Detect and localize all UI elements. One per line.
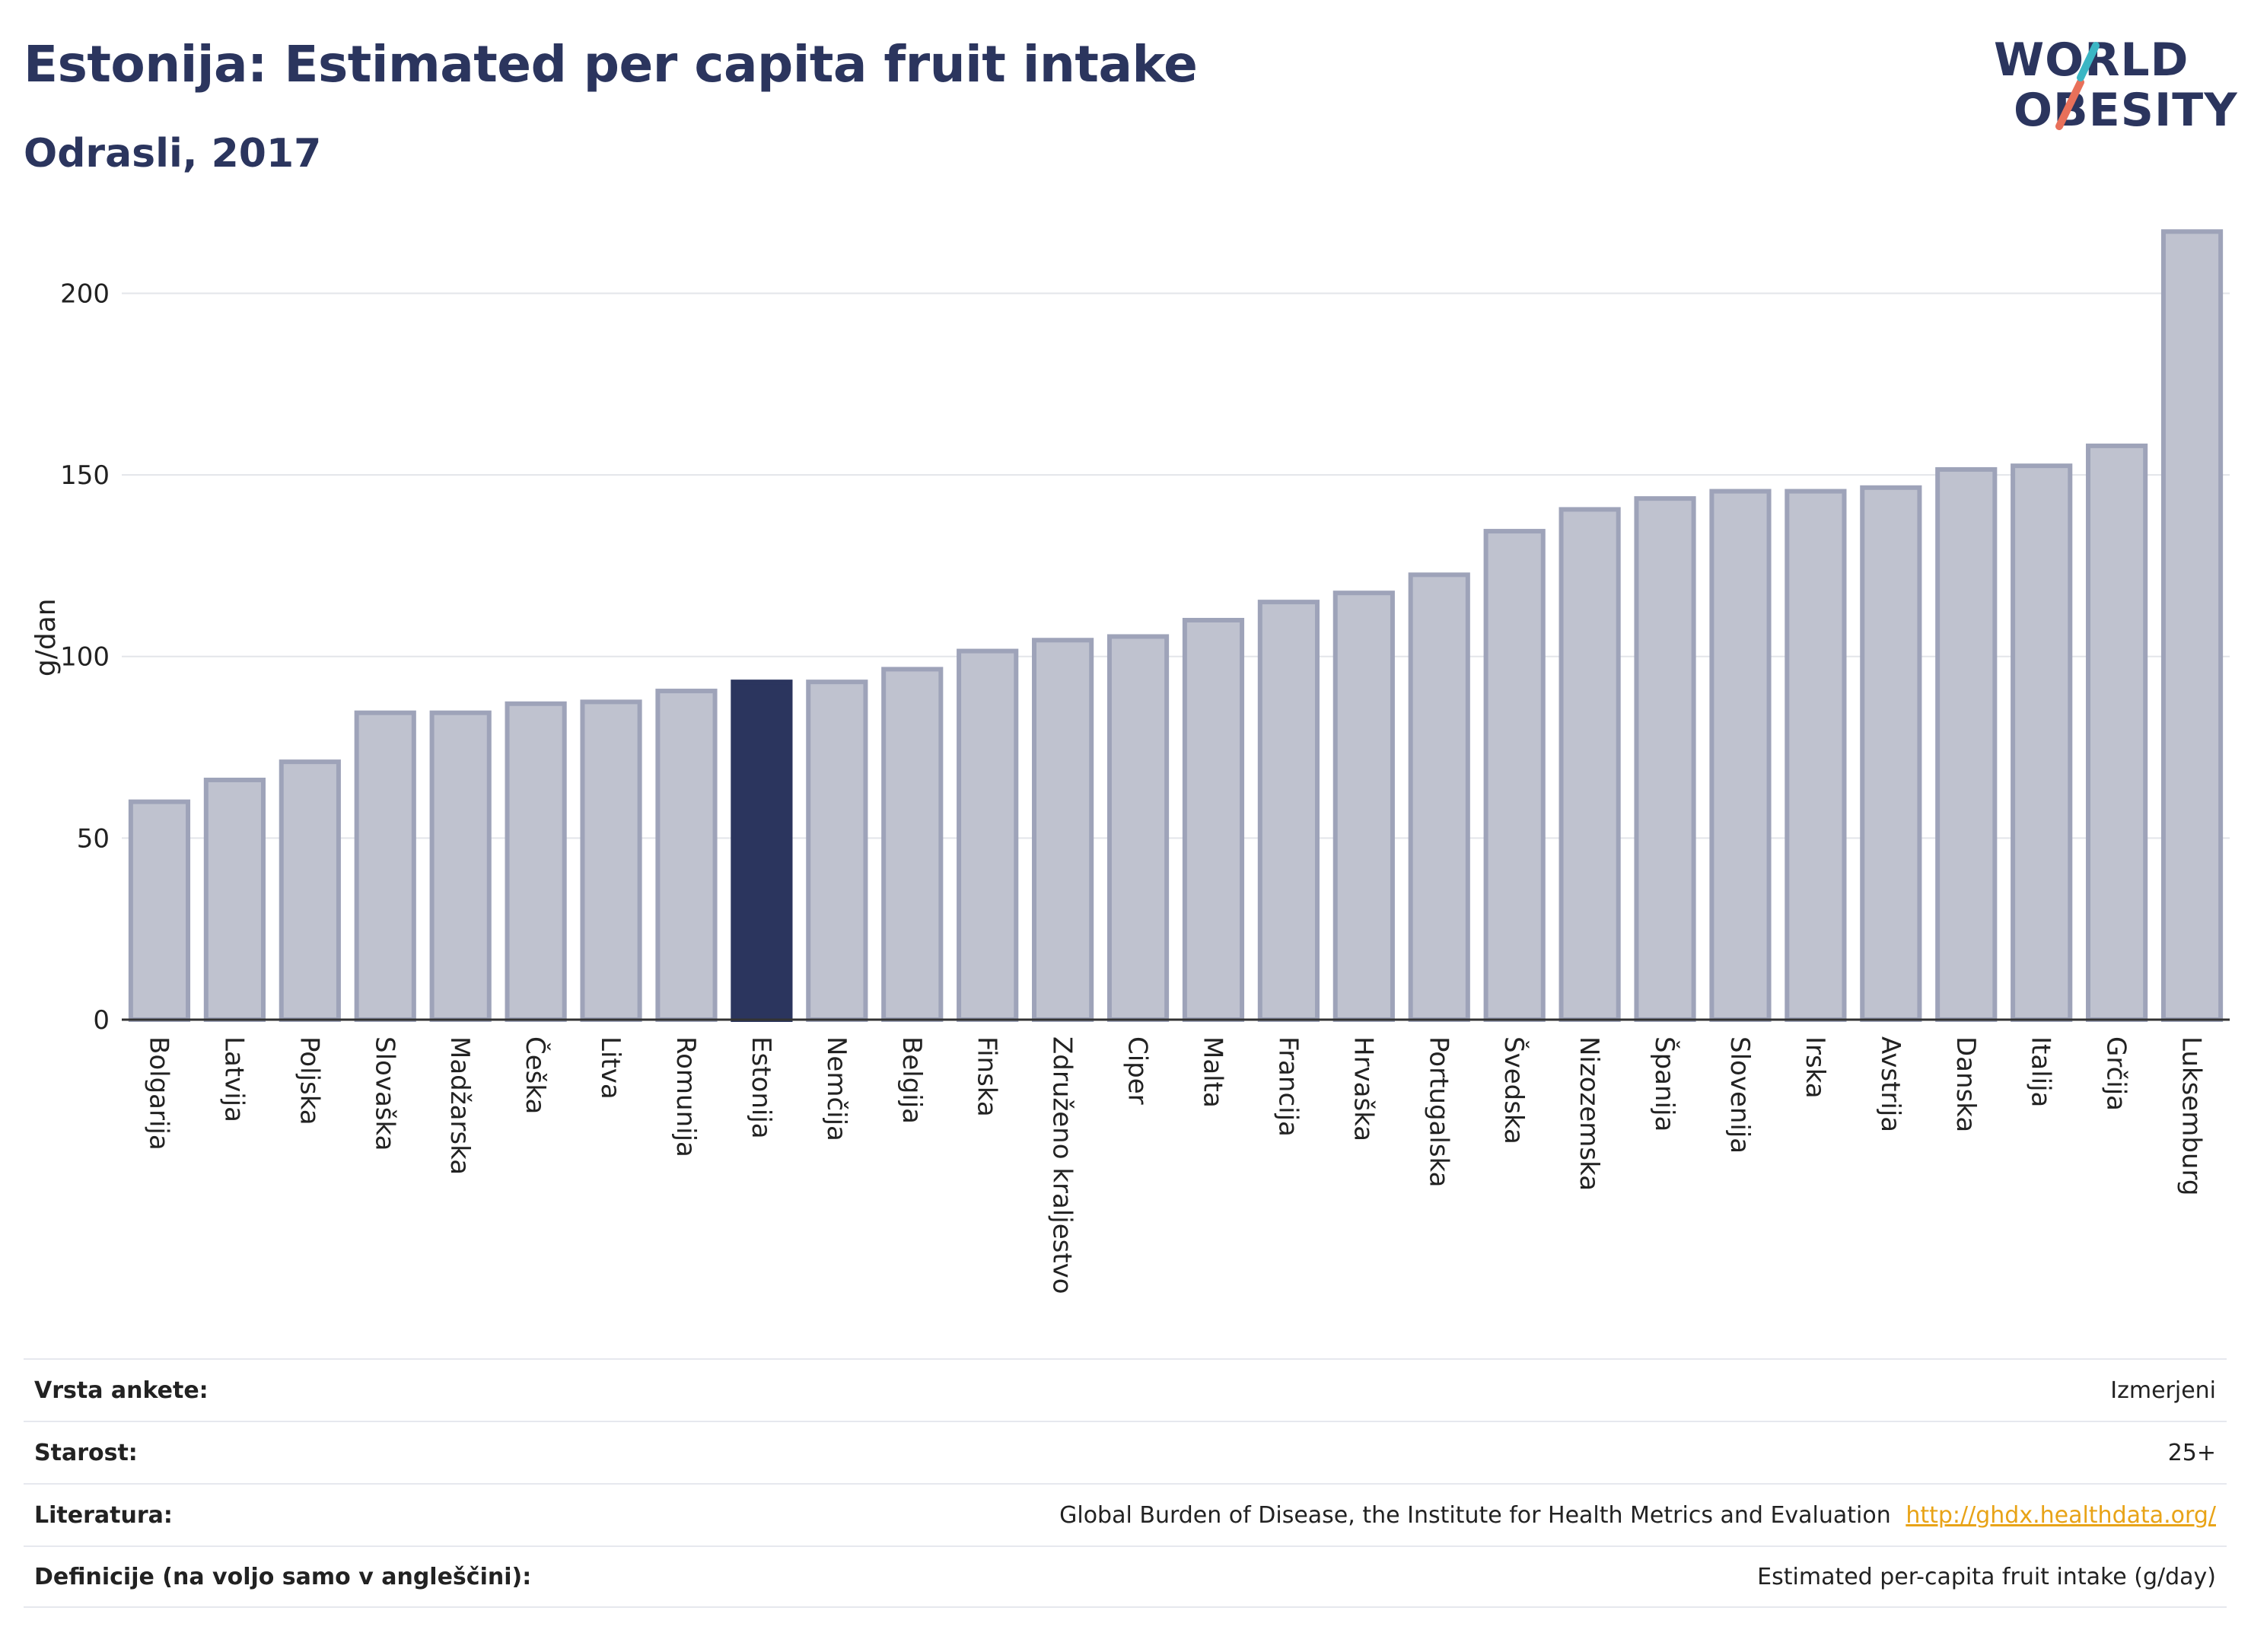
bar-malta: [1182, 618, 1245, 1022]
x-tick-label: Irska: [1800, 1036, 1830, 1099]
info-key: Starost:: [34, 1439, 138, 1466]
x-tick-label: Grčija: [2101, 1036, 2132, 1111]
bar-chart: 0 50 100 150 200 g/dan Bolgarija Latvija Poljska…: [30, 229, 2230, 1294]
x-tick-label: Estonija: [746, 1036, 776, 1139]
bar-grčija: [2086, 443, 2148, 1022]
x-tick-label: Združeno kraljestvo: [1047, 1036, 1078, 1294]
x-tick-label: Češka: [520, 1036, 551, 1114]
x-tick-label: Litva: [595, 1036, 626, 1100]
bar-avstrija: [1860, 485, 1922, 1022]
bar-finska: [957, 648, 1019, 1022]
x-tick-label: Finska: [972, 1036, 1002, 1117]
bar-latvija: [203, 778, 266, 1022]
info-value: Global Burden of Disease, the Institute …: [1059, 1501, 1891, 1529]
bar-nemčija: [806, 680, 868, 1022]
x-tick-label: Danska: [1950, 1036, 1981, 1132]
bar-madžarska: [429, 710, 492, 1022]
bar-poljska: [279, 759, 341, 1022]
info-row-definitions: Definicije (na voljo samo v angleščini):…: [24, 1545, 2227, 1608]
bar-estonija: [731, 680, 793, 1022]
x-tick-label: Avstrija: [1875, 1036, 1906, 1132]
bar-hrvaška: [1332, 590, 1395, 1022]
x-tick-label: Malta: [1197, 1036, 1227, 1108]
bar-ciper: [1106, 634, 1170, 1023]
bar-italija: [2011, 463, 2073, 1022]
x-tick-label: Portugalska: [1423, 1036, 1453, 1187]
x-tick-label: Italija: [2026, 1036, 2056, 1107]
x-tick-label: Slovaška: [369, 1036, 400, 1151]
info-value-wrap: Global Burden of Disease, the Institute …: [1059, 1502, 2216, 1529]
bar-belgija: [881, 667, 944, 1022]
bar-irska: [1785, 489, 1847, 1022]
info-table: Vrsta ankete: Izmerjeni Starost: 25+ Lit…: [24, 1358, 2227, 1608]
bar-češka: [505, 701, 567, 1022]
bar-švedska: [1483, 529, 1546, 1022]
x-tick-label: Poljska: [294, 1036, 324, 1125]
logo-slash-icon: [2055, 42, 2100, 130]
page-title: Estonija: Estimated per capita fruit int…: [24, 35, 1198, 94]
y-tick-label: 100: [60, 642, 110, 673]
info-key: Literatura:: [34, 1501, 173, 1529]
y-tick-label: 0: [93, 1005, 110, 1036]
info-value: 25+: [2167, 1439, 2216, 1466]
x-tick-label: Francija: [1272, 1036, 1303, 1137]
x-tick-label: Španija: [1649, 1036, 1680, 1132]
page-subtitle: Odrasli, 2017: [24, 131, 322, 177]
info-key: Definicije (na voljo samo v angleščini):: [34, 1563, 532, 1590]
bar-nizozemska: [1559, 507, 1621, 1022]
logo-word-obesity: OBESITY: [2014, 84, 2238, 137]
x-tick-label: Romunija: [670, 1036, 701, 1157]
x-tick-label: Ciper: [1122, 1036, 1153, 1105]
info-row-survey-type: Vrsta ankete: Izmerjeni: [24, 1358, 2227, 1421]
y-axis-label: g/dan: [30, 598, 62, 676]
info-value: Izmerjeni: [2110, 1377, 2216, 1404]
x-tick-label: Hrvaška: [1348, 1036, 1378, 1141]
bar-slovaška: [354, 710, 416, 1022]
info-row-age: Starost: 25+: [24, 1421, 2227, 1483]
y-tick-label: 50: [77, 823, 110, 854]
world-obesity-logo: WORLD OBESITY: [1991, 27, 2237, 164]
x-tick-label: Nizozemska: [1574, 1036, 1604, 1191]
x-tick-label: Belgija: [896, 1036, 927, 1124]
y-tick-label: 150: [60, 460, 110, 491]
bar-portugalska: [1408, 572, 1470, 1022]
x-tick-label: Latvija: [218, 1036, 249, 1122]
info-value: Estimated per-capita fruit intake (g/day…: [1757, 1563, 2216, 1590]
x-tick-label: Luksemburg: [2176, 1036, 2207, 1195]
bar-luksemburg: [2160, 229, 2224, 1022]
info-row-literature: Literatura: Global Burden of Disease, th…: [24, 1483, 2227, 1545]
bar-francija: [1257, 600, 1320, 1022]
bar-romunija: [655, 689, 718, 1022]
x-tick-label: Nemčija: [821, 1036, 852, 1141]
x-tick-label: Slovenija: [1724, 1036, 1755, 1154]
bar-španija: [1634, 496, 1696, 1022]
source-link[interactable]: http://ghdx.healthdata.org/: [1906, 1501, 2216, 1529]
x-tick-label: Švedska: [1498, 1036, 1530, 1144]
bar-litva: [580, 699, 642, 1022]
y-tick-label: 200: [60, 279, 110, 309]
x-tick-label: Bolgarija: [143, 1036, 174, 1151]
bar-slovenija: [1709, 489, 1772, 1022]
bar-bolgarija: [128, 799, 191, 1022]
x-tick-label: Madžarska: [444, 1036, 475, 1175]
bar-združeno-kraljestvo: [1032, 638, 1094, 1022]
info-key: Vrsta ankete:: [34, 1377, 209, 1404]
bar-danska: [1935, 466, 1998, 1022]
